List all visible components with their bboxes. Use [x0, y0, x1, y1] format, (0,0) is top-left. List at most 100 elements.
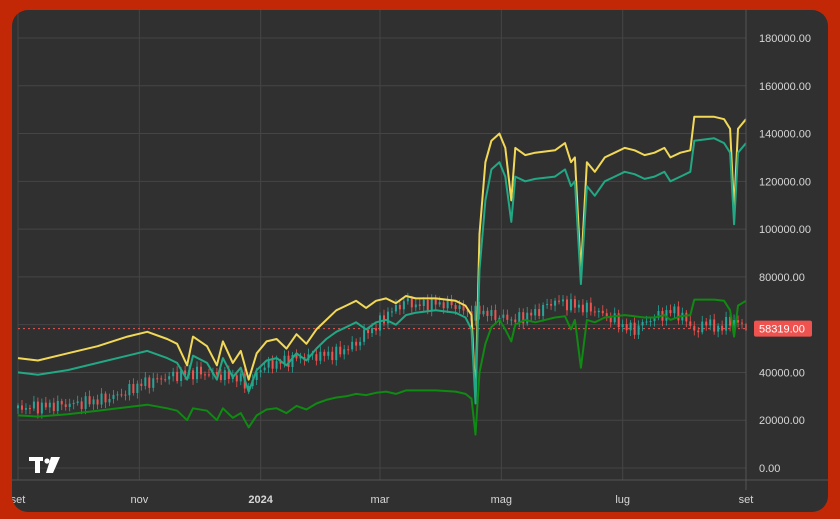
candle	[108, 393, 111, 407]
candle	[295, 349, 298, 362]
y-tick-label: 40000.00	[759, 367, 805, 379]
candle	[398, 301, 401, 315]
candle	[494, 304, 497, 324]
candle	[375, 323, 378, 335]
candle	[164, 373, 167, 383]
candle	[56, 395, 59, 415]
candle	[347, 345, 350, 355]
x-axis: set nov 2024 mar mag lug set	[12, 479, 828, 506]
candle	[144, 371, 147, 390]
candle	[661, 307, 664, 327]
tradingview-logo-icon[interactable]	[29, 457, 60, 473]
candle	[96, 394, 99, 410]
candle	[741, 318, 744, 329]
candle	[629, 320, 632, 336]
x-tick-label: mar	[371, 494, 390, 506]
series-lines	[17, 115, 747, 436]
candle	[482, 305, 485, 317]
candle	[88, 390, 91, 407]
candle	[554, 297, 557, 312]
candle	[379, 312, 382, 337]
candle	[160, 375, 163, 385]
candle	[593, 306, 596, 317]
series-line-teal	[17, 137, 747, 405]
y-tick-label: 100000.00	[759, 224, 811, 236]
candle	[597, 308, 600, 318]
candle	[20, 400, 23, 414]
candle	[737, 315, 740, 328]
candle	[418, 299, 421, 311]
candle	[641, 319, 644, 332]
candle	[120, 388, 123, 398]
candle	[697, 326, 700, 338]
candle	[534, 304, 537, 321]
candle	[522, 308, 525, 329]
candle	[48, 399, 51, 413]
candle	[80, 397, 83, 415]
candle	[112, 389, 115, 404]
candle	[673, 303, 676, 319]
candle	[721, 320, 724, 335]
candle	[546, 298, 549, 309]
candle	[414, 299, 417, 312]
candle	[327, 346, 330, 360]
chart-frame: 180000.00 160000.00 140000.00 120000.00 1000…	[12, 10, 828, 512]
candle	[84, 392, 87, 415]
candle	[148, 375, 151, 394]
candle	[351, 336, 354, 352]
candle	[569, 293, 572, 313]
series-line-yellow	[17, 115, 747, 400]
candle	[172, 367, 175, 382]
x-tick-label: lug	[615, 494, 630, 506]
candle	[199, 361, 202, 379]
candle	[239, 368, 242, 386]
candle	[490, 305, 493, 321]
candle	[394, 299, 397, 314]
y-tick-label: 160000.00	[759, 81, 811, 93]
candle	[514, 313, 517, 326]
candle	[52, 397, 55, 416]
candle	[725, 311, 728, 335]
candle	[422, 297, 425, 312]
candle	[319, 346, 322, 365]
x-tick-label: set	[12, 494, 25, 506]
candle	[128, 379, 131, 401]
candle	[450, 294, 453, 309]
current-price-tag: 58319.00	[754, 320, 812, 337]
candle	[562, 295, 565, 307]
y-tick-label: 180000.00	[759, 33, 811, 45]
candle	[359, 337, 362, 351]
candle	[223, 366, 226, 386]
candle	[17, 403, 19, 415]
candle	[104, 391, 107, 409]
candle	[343, 345, 346, 360]
candle	[152, 372, 155, 392]
x-tick-label: 2024	[248, 494, 273, 506]
candle	[176, 366, 179, 384]
candle	[581, 299, 584, 316]
candle	[168, 372, 171, 385]
candle	[44, 396, 47, 411]
candle	[136, 380, 139, 399]
candle	[585, 300, 588, 319]
x-tick-label: set	[739, 494, 754, 506]
candle	[713, 313, 716, 335]
candle	[192, 368, 195, 385]
candle	[530, 309, 533, 321]
candle	[156, 373, 159, 383]
candle	[733, 314, 736, 329]
candle	[542, 302, 545, 322]
candle	[565, 295, 568, 316]
candle	[550, 298, 553, 310]
candle	[589, 297, 592, 316]
candle	[406, 292, 409, 305]
candle	[462, 300, 465, 315]
candle	[605, 308, 608, 322]
series-line-green	[17, 298, 747, 436]
candle	[60, 398, 63, 411]
candle	[307, 348, 310, 363]
y-axis: 180000.00 160000.00 140000.00 120000.00 1000…	[745, 10, 811, 490]
candle	[709, 314, 712, 331]
candle	[24, 403, 27, 415]
candle	[28, 404, 31, 415]
